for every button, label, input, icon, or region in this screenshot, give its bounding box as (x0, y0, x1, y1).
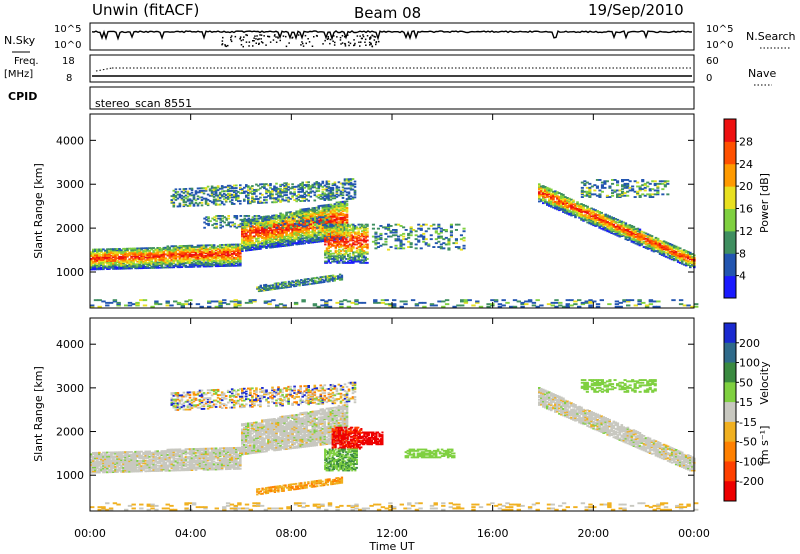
y-tick-label: 3000 (56, 178, 84, 191)
nave-label: Nave (748, 67, 776, 80)
x-axis-label: Time UT (368, 540, 414, 553)
y-tick-label: 3000 (56, 382, 84, 395)
power-y-label: Slant Range [km] (32, 163, 45, 259)
y-tick-label: 4000 (56, 134, 84, 147)
colorbar-tick-label: 200 (739, 337, 760, 350)
freq-panel-frame (89, 54, 695, 83)
colorbar-segment (724, 275, 736, 299)
colorbar-segment (724, 186, 736, 209)
colorbar-segment (724, 481, 736, 502)
colorbar-segment (724, 421, 736, 443)
velocity-y-label: Slant Range [km] (32, 366, 45, 462)
colorbar-segment (724, 323, 736, 344)
power-colorbar: 4 8 12 16 20 24 28 (723, 118, 753, 299)
x-tick-label: 08:00 (275, 527, 307, 540)
power-colorbar-label: Power [dB] (758, 173, 771, 233)
colorbar-segment (724, 141, 736, 165)
freq-tick-bottom: 8 (66, 73, 72, 84)
y-tick-label: 4000 (56, 338, 84, 351)
power-y-axis: 1000 2000 3000 4000 (56, 134, 694, 279)
power-panel-frame (89, 113, 695, 309)
y-tick-label: 2000 (56, 426, 84, 439)
colorbar-tick-label: -200 (739, 475, 764, 488)
y-tick-label: 1000 (56, 266, 84, 279)
velocity-y-axis: 1000 2000 3000 4000 (56, 338, 694, 482)
colorbar-tick-label: 16 (739, 203, 753, 216)
y-tick-label: 1000 (56, 469, 84, 482)
velocity-panel: 1000 2000 3000 4000 00:00 04:00 08:00 12:00 16:… (32, 317, 771, 553)
colorbar-segment (724, 382, 736, 403)
noise-tick-bottom-left: 10^0 (54, 40, 81, 51)
velocity-colorbar-unit: [m s⁻¹] (758, 426, 771, 465)
colorbar-segment (724, 402, 736, 423)
freq-panel: Freq. [MHz] 18 8 60 0 Nave (4, 54, 776, 86)
noise-panel: N.Sky 10^5 10^0 10^5 10^0 N.Search (4, 22, 796, 53)
colorbar-frame (723, 322, 737, 502)
colorbar-segment (724, 119, 736, 142)
colorbar-tick-label: 12 (739, 225, 753, 238)
colorbar-segment (724, 342, 736, 364)
colorbar-tick-label: -50 (739, 436, 757, 449)
colorbar-tick-label: 4 (739, 270, 746, 283)
noise-tick-bottom-right: 10^0 (706, 40, 733, 51)
colorbar-tick-label: 8 (739, 247, 746, 260)
colorbar-tick-label: 50 (739, 376, 753, 389)
nsearch-label: N.Search (746, 30, 796, 43)
x-tick-label: 00:00 (678, 527, 710, 540)
power-x-ticks (89, 114, 695, 308)
freq-tick-top: 18 (62, 56, 75, 67)
colorbar-tick-label: -15 (739, 416, 757, 429)
date-title: 19/Sep/2010 (588, 1, 684, 19)
velocity-colorbar: 200 100 50 15 -15 -50 -100 -200 (723, 322, 764, 502)
freq-label: Freq. (14, 56, 39, 67)
x-tick-label: 12:00 (376, 527, 408, 540)
beam-title: Beam 08 (354, 4, 421, 22)
colorbar-segment (724, 253, 736, 277)
x-tick-label: 20:00 (577, 527, 609, 540)
x-tick-label: 04:00 (175, 527, 207, 540)
cpid-label: CPID (8, 90, 37, 103)
colorbar-segment (724, 163, 736, 187)
x-tick-label: 16:00 (477, 527, 509, 540)
power-scatter (90, 178, 699, 308)
nave-tick-bottom: 0 (706, 73, 712, 84)
nsky-label: N.Sky (4, 34, 36, 47)
velocity-scatter (90, 379, 699, 511)
colorbar-tick-label: 28 (739, 135, 753, 148)
y-tick-label: 2000 (56, 222, 84, 235)
radar-title: Unwin (fitACF) (92, 1, 199, 19)
colorbar-segment (724, 362, 736, 383)
colorbar-segment (724, 230, 736, 254)
power-panel: 1000 2000 3000 4000 Slant Range [km] 4 8 12 16… (32, 113, 771, 309)
colorbar-segment (724, 461, 736, 482)
nave-trace-start (95, 67, 113, 72)
nsearch-trace (221, 34, 380, 48)
colorbar-tick-label: 15 (739, 396, 753, 409)
colorbar-tick-label: 24 (739, 158, 753, 171)
colorbar-segment (724, 441, 736, 462)
nsky-trace (91, 29, 693, 41)
noise-panel-frame (89, 22, 695, 51)
colorbar-segment (724, 208, 736, 232)
velocity-colorbar-label: Velocity (758, 361, 771, 405)
colorbar-tick-label: 20 (739, 180, 753, 193)
noise-tick-top-right: 10^5 (706, 24, 733, 35)
colorbar-tick-label: -100 (739, 455, 764, 468)
nave-tick-top: 60 (706, 56, 719, 67)
cpid-panel: CPID stereo_scan 8551 (8, 86, 695, 110)
colorbar-tick-label: 100 (739, 357, 760, 370)
cpid-value: stereo_scan 8551 (95, 97, 192, 110)
x-tick-label: 00:00 (74, 527, 106, 540)
noise-tick-top-left: 10^5 (54, 24, 81, 35)
freq-unit: [MHz] (4, 69, 33, 80)
velocity-panel-frame (89, 317, 695, 512)
velocity-x-axis: 00:00 04:00 08:00 12:00 16:00 20:00 00:00 (74, 318, 710, 540)
cpid-panel-frame (89, 86, 695, 110)
